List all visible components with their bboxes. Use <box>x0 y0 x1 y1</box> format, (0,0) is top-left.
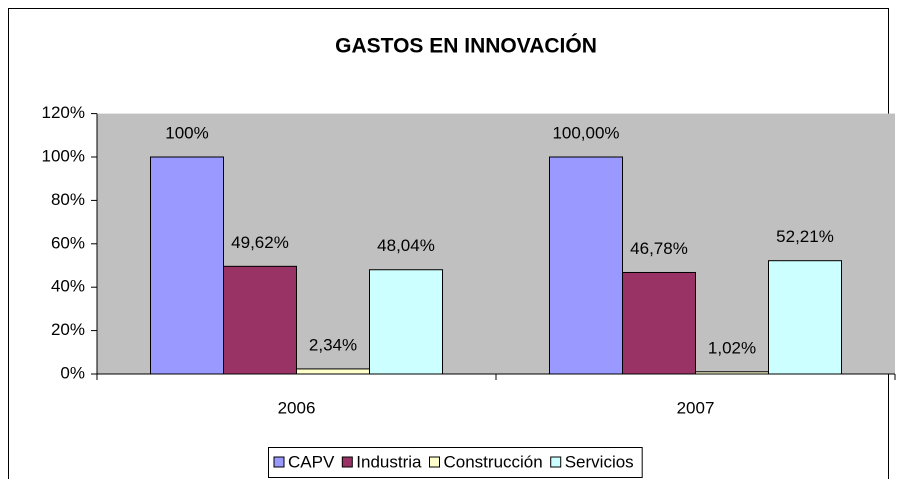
legend-label: CAPV <box>288 452 335 471</box>
legend <box>268 447 643 478</box>
value-label: 2,34% <box>309 335 357 354</box>
y-tick-label: 60% <box>51 233 85 252</box>
y-tick-label: 40% <box>51 277 85 296</box>
y-tick-label: 80% <box>51 190 85 209</box>
y-tick-label: 100% <box>42 146 85 165</box>
y-tick-label: 120% <box>42 103 85 122</box>
bar <box>768 260 842 375</box>
legend-swatch <box>341 456 353 468</box>
bar <box>296 368 370 375</box>
bar <box>369 269 443 375</box>
y-tick-label: 20% <box>51 320 85 339</box>
value-label: 100% <box>165 123 208 142</box>
legend-swatch <box>550 456 562 468</box>
x-tick-label: 2007 <box>677 398 715 417</box>
value-label: 100,00% <box>552 123 619 142</box>
bar <box>223 265 297 375</box>
legend-label: Industria <box>356 452 422 471</box>
bar <box>549 156 623 375</box>
legend-swatch <box>429 456 440 468</box>
value-label: 48,04% <box>377 236 435 255</box>
y-tick-label: 0% <box>60 363 85 382</box>
value-label: 1,02% <box>708 338 756 357</box>
x-tick-label: 2006 <box>278 398 316 417</box>
bar <box>150 156 224 375</box>
value-label: 49,62% <box>231 233 289 252</box>
bar <box>622 271 696 375</box>
legend-label: Servicios <box>565 452 634 471</box>
value-label: 52,21% <box>776 227 834 246</box>
value-label: 46,78% <box>630 239 688 258</box>
legend-swatch <box>273 456 285 468</box>
legend-label: Construcción <box>444 452 543 471</box>
chart-title: GASTOS EN INNOVACIÓN <box>335 34 597 58</box>
